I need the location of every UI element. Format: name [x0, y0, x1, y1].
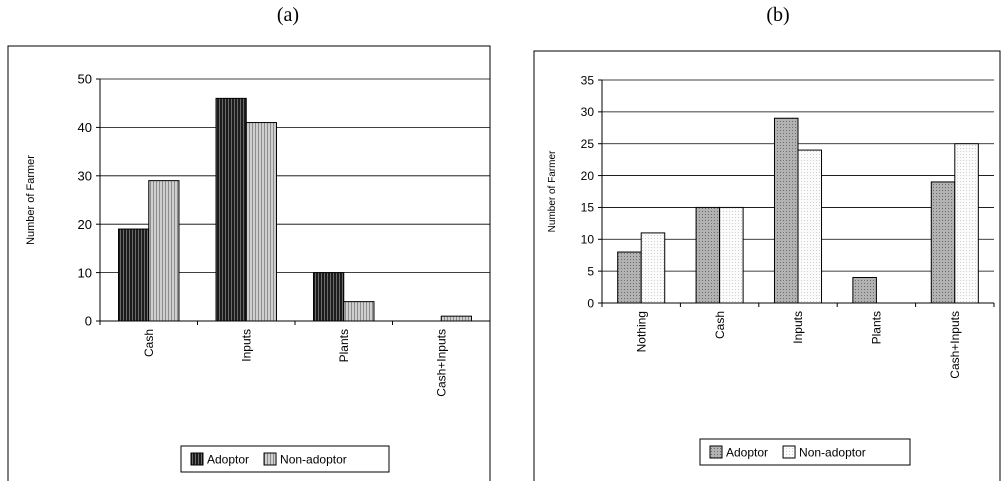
chart-a-y-axis-label: Number of Farmer [25, 155, 37, 245]
chart-a-bar-adoptor-inputs [215, 97, 247, 322]
chart-b-y-tick-label: 35 [581, 73, 595, 87]
chart-a-category-label-cash-inputs: Cash+Inputs [434, 329, 448, 397]
chart-b-y-tick-label: 5 [587, 264, 594, 278]
chart-b-category-label-cash-inputs: Cash+Inputs [948, 311, 962, 379]
chart-a-legend [180, 445, 390, 473]
chart-a-legend-label-adoptor: Adoptor [207, 452, 249, 466]
chart-a-bar-non-adoptor-cash-inputs [440, 315, 472, 322]
chart-a-y-tick-label: 0 [85, 314, 92, 329]
chart-b-y-tick-label: 30 [581, 105, 595, 119]
chart-b-category-label-cash: Cash [713, 311, 727, 339]
chart-b-y-tick-label: 15 [581, 201, 595, 215]
chart-b-y-axis-label: Number of Farmer [547, 150, 558, 232]
chart-a-legend-swatch-non-adoptor [263, 452, 277, 466]
chart-b-bar-adoptor-plants [852, 277, 877, 304]
chart-a-y-tick-label: 40 [78, 120, 92, 135]
chart-b-y-tick-label: 20 [581, 169, 595, 183]
panel-a-label: (a) [276, 4, 300, 26]
chart-b: 0 5 10 15 20 25 30 35 Number of Farmer Nothing Cas… [533, 50, 1001, 481]
chart-a-legend-swatch-adoptor [190, 452, 204, 466]
chart-b-bars [617, 117, 979, 304]
chart-b-y-tick-label: 10 [581, 233, 595, 247]
chart-b-y-ticks: 0 5 10 15 20 25 30 35 [581, 73, 602, 310]
chart-a-bars [118, 97, 472, 322]
chart-a-bar-non-adoptor-inputs [245, 122, 277, 322]
chart-b-bar-non-adoptor-nothing [640, 232, 666, 304]
chart-a-bar-non-adoptor-cash [148, 180, 180, 322]
chart-a: 0 10 20 30 40 50 Number of Farmer Cash Inputs Pla… [7, 45, 491, 481]
chart-a-bar-adoptor-plants [313, 272, 345, 322]
chart-a-legend-label-non-adoptor: Non-adoptor [280, 452, 347, 466]
chart-b-legend-swatch-adoptor [709, 445, 723, 459]
panel-b-label: (b) [766, 4, 790, 26]
chart-b-category-label-nothing: Nothing [634, 311, 648, 352]
chart-b-bar-non-adoptor-inputs [797, 149, 823, 304]
chart-a-frame [7, 45, 491, 481]
chart-b-legend-label-non-adoptor: Non-adoptor [799, 445, 866, 459]
chart-b-legend-label-adoptor: Adoptor [726, 445, 768, 459]
chart-a-bar-non-adoptor-plants [343, 301, 375, 322]
chart-a-y-tick-label: 10 [78, 265, 92, 280]
chart-b-frame [533, 50, 1001, 481]
chart-b-bar-adoptor-cash-inputs [930, 181, 956, 304]
chart-b-y-tick-label: 25 [581, 137, 595, 151]
chart-a-bar-adoptor-cash [118, 228, 150, 322]
chart-b-bar-non-adoptor-cash [719, 206, 744, 304]
chart-a-y-ticks: 0 10 20 30 40 50 [78, 72, 100, 329]
chart-a-category-label-plants: Plants [337, 329, 351, 362]
chart-a-category-label-inputs: Inputs [239, 329, 253, 362]
chart-b-bar-adoptor-inputs [773, 117, 799, 304]
chart-a-y-tick-label: 30 [78, 168, 92, 183]
chart-b-bar-non-adoptor-cash-inputs [954, 143, 979, 304]
chart-a-y-tick-label: 20 [78, 217, 92, 232]
chart-b-bar-adoptor-cash [695, 206, 721, 304]
chart-b-y-tick-label: 0 [587, 296, 594, 310]
chart-b-category-label-inputs: Inputs [791, 311, 805, 344]
chart-b-legend-swatch-non-adoptor [782, 445, 796, 459]
chart-b-bar-adoptor-nothing [617, 251, 642, 304]
chart-b-legend [699, 438, 911, 466]
chart-a-category-label-cash: Cash [142, 329, 156, 357]
chart-b-category-label-plants: Plants [870, 311, 884, 344]
chart-a-y-tick-label: 50 [78, 72, 92, 87]
